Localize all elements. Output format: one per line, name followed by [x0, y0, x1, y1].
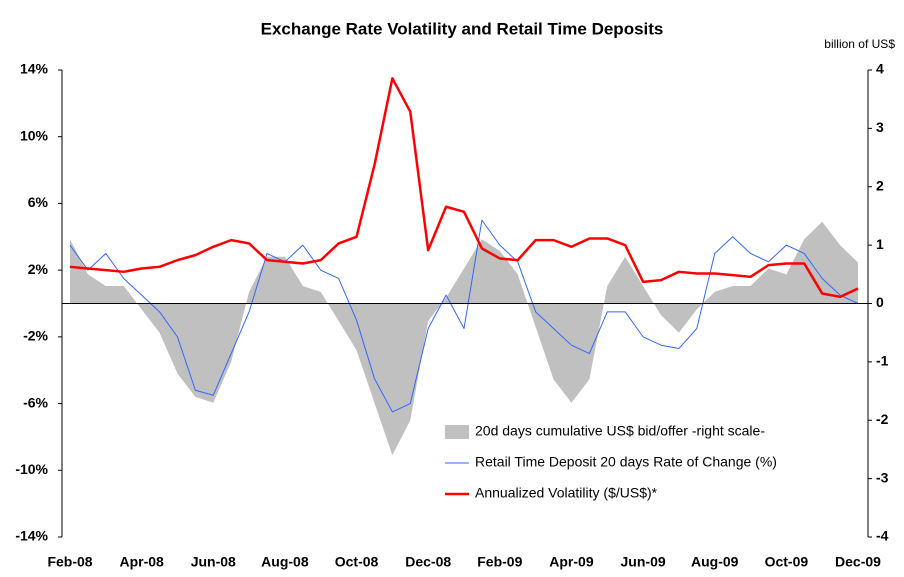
y-tick-label: -10% [15, 461, 48, 477]
y2-tick-label: 2 [876, 177, 884, 193]
y2-tick-label: 3 [876, 119, 884, 135]
y2-tick-label: 0 [876, 294, 884, 310]
y2-tick-label: -1 [876, 353, 889, 369]
line-series [69, 77, 859, 299]
x-tick-label: Jun-08 [191, 554, 236, 570]
x-tick-label: Feb-08 [47, 554, 92, 570]
chart-title: Exchange Rate Volatility and Retail Time… [261, 19, 664, 38]
legend-swatch [445, 425, 469, 439]
legend-label: Retail Time Deposit 20 days Rate of Chan… [475, 454, 777, 470]
line-series [69, 219, 859, 413]
y-tick-label: -6% [23, 394, 48, 410]
y2-tick-label: 4 [876, 61, 884, 77]
x-tick-label: Feb-09 [477, 554, 522, 570]
y-tick-label: 2% [28, 261, 49, 277]
y-tick-label: 14% [20, 61, 49, 77]
y2-tick-label: -3 [876, 469, 889, 485]
x-tick-label: Dec-09 [835, 554, 881, 570]
y2-tick-label: 1 [876, 236, 884, 252]
y-tick-label: -14% [15, 528, 48, 544]
y2-tick-label: -2 [876, 411, 889, 427]
y-tick-label: 10% [20, 127, 49, 143]
x-tick-label: Oct-09 [765, 554, 809, 570]
y2-axis-label: billion of US$ [824, 37, 895, 51]
y2-tick-label: -4 [876, 528, 889, 544]
x-tick-label: Aug-08 [261, 554, 309, 570]
legend-label: Annualized Volatility ($/US$)* [475, 485, 658, 501]
x-tick-label: Jun-09 [621, 554, 666, 570]
y-tick-label: 6% [28, 194, 49, 210]
area-series [70, 221, 858, 456]
x-tick-label: Aug-09 [691, 554, 739, 570]
x-tick-label: Apr-08 [119, 554, 164, 570]
legend-label: 20d days cumulative US$ bid/offer -right… [475, 423, 765, 439]
x-tick-label: Dec-08 [405, 554, 451, 570]
x-tick-label: Oct-08 [335, 554, 379, 570]
x-tick-label: Apr-09 [549, 554, 594, 570]
y-tick-label: -2% [23, 328, 48, 344]
